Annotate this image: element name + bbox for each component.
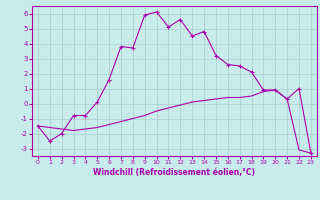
X-axis label: Windchill (Refroidissement éolien,°C): Windchill (Refroidissement éolien,°C) (93, 168, 255, 177)
